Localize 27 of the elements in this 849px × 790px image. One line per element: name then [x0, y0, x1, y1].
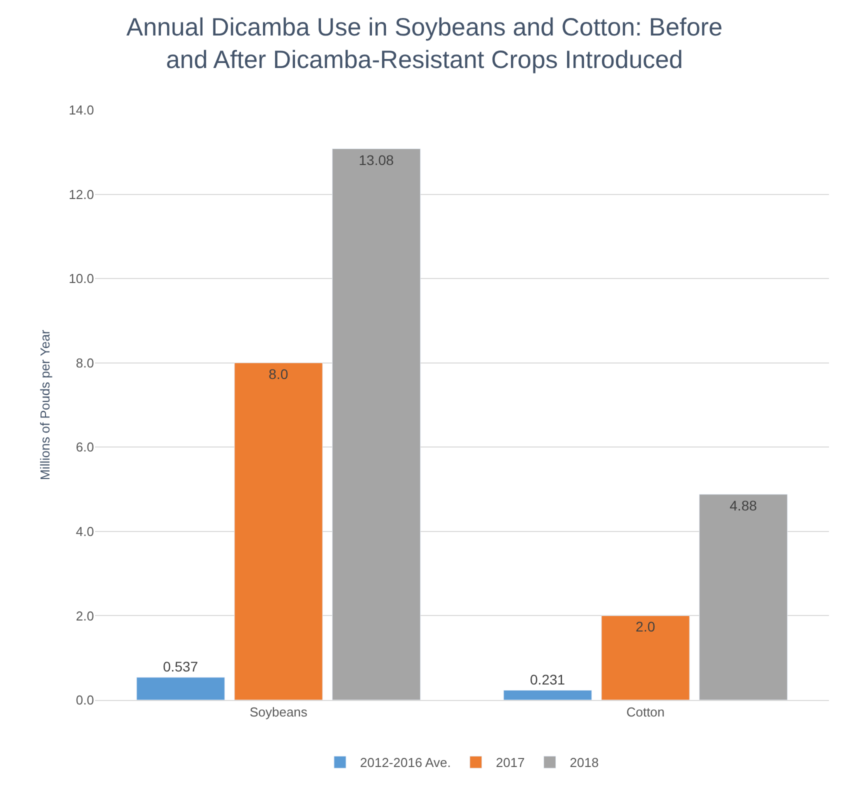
legend-label: 2018 [570, 755, 599, 770]
chart-title: Annual Dicamba Use in Soybeans and Cotton: Before and After Dicamba-Resistant Crops Introduced [126, 14, 723, 74]
y-tick-label: 6.0 [76, 440, 94, 455]
y-tick-label: 2.0 [76, 608, 94, 624]
legend-label: 2017 [496, 755, 525, 770]
y-tick-label: 4.0 [76, 524, 94, 539]
data-label: 0.231 [530, 671, 566, 688]
data-label: 13.08 [358, 152, 394, 168]
bar [601, 615, 690, 700]
x-tick-label: Soybeans [250, 704, 308, 720]
y-tick-label: 0.0 [76, 692, 94, 708]
bar [699, 494, 788, 700]
bar [234, 362, 323, 700]
data-label: 0.537 [163, 658, 198, 674]
y-tick-label: 14.0 [68, 102, 94, 118]
data-label: 4.88 [730, 497, 758, 514]
y-axis-title: Millions of Pouds per Year [38, 329, 53, 480]
y-tick-label: 10.0 [68, 271, 94, 286]
bar [332, 148, 421, 700]
y-tick-label: 8.0 [76, 355, 94, 370]
bar [503, 690, 592, 700]
bar [136, 677, 225, 700]
legend-label: 2012-2016 Ave. [360, 755, 451, 770]
data-label: 2.0 [636, 618, 656, 635]
x-tick-label: Cotton [626, 704, 665, 720]
y-tick-label: 12.0 [68, 186, 94, 202]
data-label: 8.0 [268, 366, 288, 382]
